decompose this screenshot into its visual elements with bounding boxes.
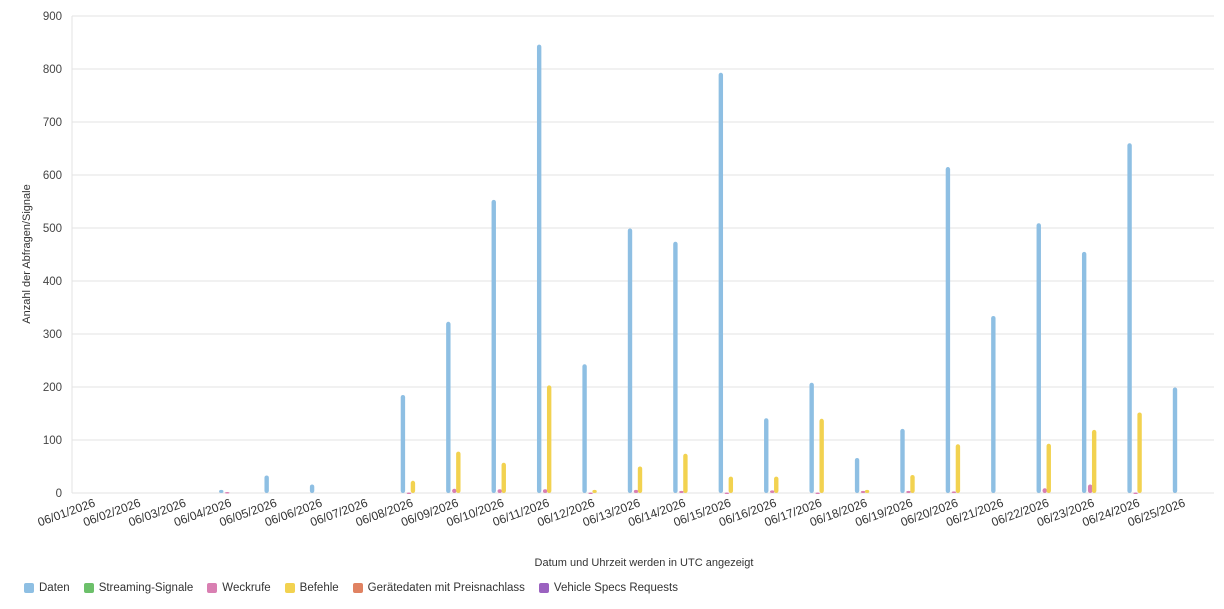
y-tick-label: 0 — [56, 488, 62, 500]
legend-swatch — [284, 583, 295, 593]
bar-weckrufe[interactable] — [860, 490, 866, 493]
bar-befehle[interactable] — [683, 453, 688, 493]
legend-item[interactable]: Daten — [24, 582, 70, 594]
legend: Daten Streaming-Signale Weckrufe Befehle Ger… — [24, 582, 678, 594]
bar-befehle[interactable] — [955, 444, 961, 493]
bar-befehle[interactable] — [456, 451, 461, 493]
grid-lines — [71, 15, 1214, 494]
bar-weckrufe[interactable] — [770, 490, 775, 493]
y-tick-label: 300 — [43, 329, 62, 341]
bar-daten[interactable] — [219, 489, 224, 493]
bar-weckrufe[interactable] — [679, 490, 684, 493]
legend-item[interactable]: Streaming-Signale — [83, 582, 194, 594]
legend-item[interactable]: Weckrufe — [207, 582, 271, 594]
bar-daten[interactable] — [491, 199, 496, 493]
bar-befehle[interactable] — [864, 489, 870, 493]
bar-weckrufe[interactable] — [588, 492, 593, 494]
bar-befehle[interactable] — [592, 489, 597, 493]
legend-item[interactable]: Befehle — [284, 582, 339, 594]
y-tick-label: 600 — [43, 170, 62, 182]
legend-label: Streaming-Signale — [98, 582, 194, 594]
legend-swatch — [538, 583, 549, 593]
bar-daten[interactable] — [1127, 143, 1132, 493]
bar-daten[interactable] — [536, 44, 542, 494]
legend-label: Daten — [39, 582, 70, 594]
bar-daten[interactable] — [446, 321, 451, 493]
bar-daten[interactable] — [1036, 223, 1041, 494]
x-axis: 06/01/202606/02/202606/03/202606/04/2026… — [36, 496, 1188, 530]
legend-swatch — [352, 583, 363, 593]
bar-weckrufe[interactable] — [906, 490, 911, 493]
x-axis-label: Datum und Uhrzeit werden in UTC angezeig… — [535, 557, 754, 569]
y-tick-label: 800 — [43, 64, 62, 76]
legend-swatch — [207, 583, 218, 593]
y-axis-label: Anzahl der Abfragen/Signale — [21, 184, 33, 323]
bar-daten[interactable] — [627, 228, 633, 493]
bar-weckrufe[interactable] — [815, 492, 820, 494]
legend-label: Vehicle Specs Requests — [553, 582, 678, 594]
bar-daten[interactable] — [582, 364, 587, 493]
bars — [219, 44, 1178, 494]
bar-weckrufe[interactable] — [1087, 484, 1093, 493]
bar-befehle[interactable] — [546, 385, 552, 493]
y-tick-label: 400 — [43, 276, 62, 288]
bar-befehle[interactable] — [819, 418, 824, 493]
y-tick-label: 100 — [43, 435, 62, 447]
bar-weckrufe[interactable] — [452, 488, 457, 493]
bar-daten[interactable] — [854, 458, 860, 493]
bar-daten[interactable] — [809, 382, 814, 493]
bar-weckrufe[interactable] — [225, 491, 230, 494]
bar-befehle[interactable] — [774, 476, 779, 493]
bar-befehle[interactable] — [1046, 443, 1051, 493]
legend-swatch — [83, 583, 94, 593]
bar-weckrufe[interactable] — [1042, 488, 1047, 493]
bar-weckrufe[interactable] — [951, 491, 957, 493]
y-tick-label: 500 — [43, 223, 62, 235]
bar-weckrufe[interactable] — [497, 489, 502, 493]
y-tick-label: 700 — [43, 117, 62, 129]
bar-befehle[interactable] — [1137, 412, 1142, 493]
legend-item[interactable]: Gerätedaten mit Preisnachlass — [352, 582, 525, 594]
bar-weckrufe[interactable] — [542, 489, 548, 493]
bar-daten[interactable] — [764, 418, 769, 493]
bar-daten[interactable] — [1172, 387, 1178, 493]
bar-weckrufe[interactable] — [1133, 492, 1138, 494]
bar-daten[interactable] — [991, 315, 996, 493]
bar-befehle[interactable] — [728, 476, 734, 493]
bar-daten[interactable] — [309, 484, 315, 493]
bar-befehle[interactable] — [637, 466, 643, 494]
legend-label: Weckrufe — [222, 582, 271, 594]
y-axis: 0 100 200 300 400 500 600 700 800 900 — [43, 11, 62, 500]
bar-weckrufe[interactable] — [724, 492, 730, 494]
y-tick-label: 900 — [43, 11, 62, 23]
bar-daten[interactable] — [673, 241, 678, 493]
bar-befehle[interactable] — [910, 474, 915, 493]
legend-label: Gerätedaten mit Preisnachlass — [367, 582, 525, 594]
bar-befehle[interactable] — [1091, 429, 1097, 493]
bar-daten[interactable] — [400, 394, 406, 493]
bar-befehle[interactable] — [501, 462, 506, 493]
bar-weckrufe[interactable] — [406, 492, 412, 494]
bar-daten[interactable] — [1081, 251, 1087, 493]
bar-weckrufe[interactable] — [633, 489, 639, 493]
bar-daten[interactable] — [718, 72, 724, 494]
y-tick-label: 200 — [43, 382, 62, 394]
bar-daten[interactable] — [945, 167, 951, 494]
bar-befehle[interactable] — [410, 480, 416, 493]
legend-swatch — [24, 583, 34, 593]
bar-daten[interactable] — [264, 475, 269, 493]
legend-item[interactable]: Vehicle Specs Requests — [538, 582, 678, 594]
legend-label: Befehle — [299, 582, 339, 594]
bar-daten[interactable] — [900, 428, 905, 493]
